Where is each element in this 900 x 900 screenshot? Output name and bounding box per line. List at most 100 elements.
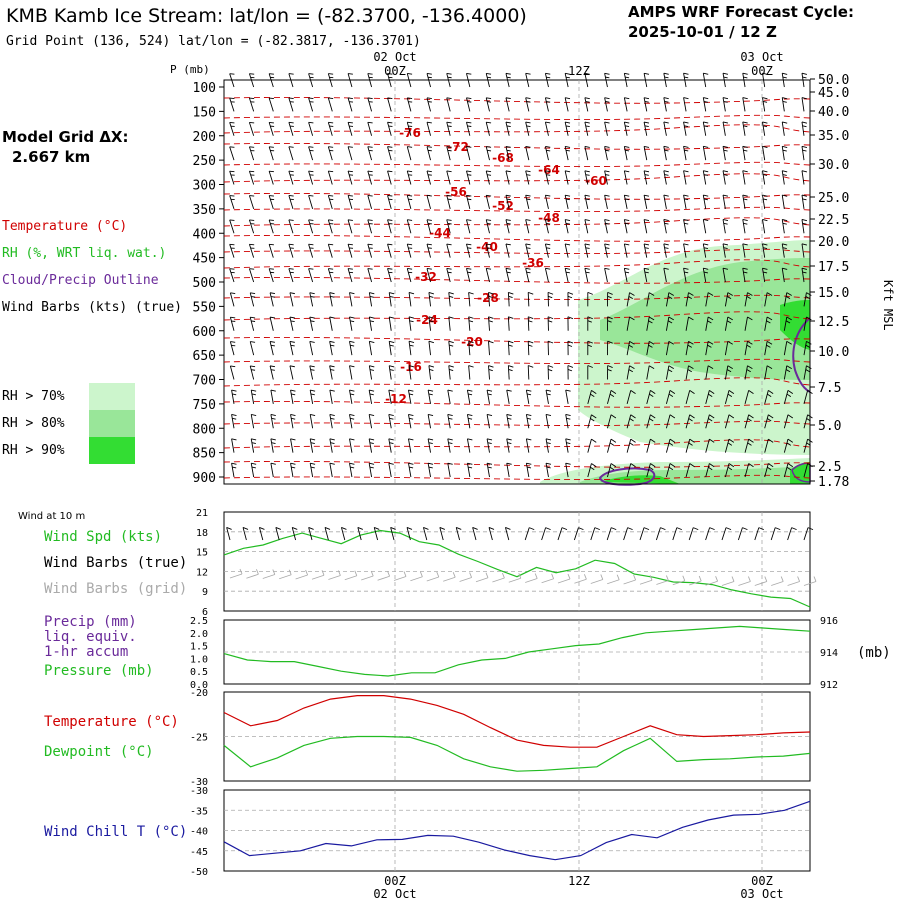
wind-barb	[525, 146, 531, 161]
surface-barb-true	[357, 527, 364, 541]
wind-barb	[388, 292, 395, 307]
windchill-tick-label: -40	[190, 827, 208, 838]
wind-barb	[308, 146, 314, 161]
wind-barb	[347, 121, 354, 136]
surface-barb-grid	[443, 572, 456, 582]
wind-barb	[446, 243, 452, 258]
wind-barb	[309, 438, 316, 453]
wind-barb	[683, 219, 689, 234]
wind-barb	[764, 438, 774, 453]
wind-barb	[744, 438, 754, 453]
wind-barb	[250, 389, 257, 404]
isotherm-line	[223, 358, 811, 365]
wind-barb	[308, 170, 314, 185]
wind-barb	[626, 414, 636, 429]
wind-barb	[289, 341, 295, 356]
isotherm-line	[223, 161, 811, 168]
wind-barb	[288, 121, 294, 136]
surface-barb-grid	[311, 570, 325, 580]
isotherm-line	[223, 474, 811, 481]
wind-barb	[387, 146, 393, 161]
wind-barb	[446, 146, 452, 161]
wind-barb	[426, 194, 432, 209]
wind-barb	[408, 414, 414, 429]
pressure-tick-label: 916	[820, 616, 838, 627]
wind-barb	[408, 292, 415, 307]
surface-barb-grid	[262, 569, 276, 579]
wind-barb	[705, 292, 714, 307]
wind-barb	[388, 414, 394, 429]
wind-barb	[446, 72, 452, 88]
pressure-tick-label: 750	[193, 398, 216, 413]
wind-barb	[468, 291, 474, 307]
wind-barb	[665, 316, 674, 331]
wind-barb	[724, 316, 733, 331]
wind-barb	[584, 194, 590, 209]
isotherm-line	[223, 276, 811, 284]
wind-barb	[388, 389, 394, 404]
wind-barb	[309, 389, 316, 404]
wind-barb	[643, 170, 650, 185]
wind-barb	[428, 292, 435, 307]
precip-label-2: liq. equiv.	[44, 629, 137, 645]
surface-barb-true	[439, 527, 446, 541]
wind-barb	[584, 145, 590, 161]
wind-barb	[268, 121, 275, 136]
surface-barb-true	[488, 527, 495, 541]
wind-barb	[604, 145, 610, 161]
surface-barb-grid	[492, 572, 505, 583]
precip-tick-label: 0.5	[190, 667, 208, 678]
surface-barb-true	[787, 527, 797, 541]
wind-barb	[606, 316, 613, 331]
wind-barb	[525, 72, 531, 88]
surface-barb-true	[639, 527, 650, 541]
height-tick-label: 40.0	[818, 105, 849, 120]
surface-barb-true	[524, 527, 535, 541]
wind-panel: Wind at 10 m Wind Spd (kts) Wind Barbs (…	[18, 508, 817, 618]
wind-barb	[604, 219, 610, 234]
wind-barb	[446, 194, 452, 209]
wind-barb	[368, 438, 375, 453]
wind-barb	[367, 219, 373, 234]
wind-tick-label: 6	[202, 607, 208, 618]
wind-barb	[801, 121, 808, 136]
wind-barb	[646, 292, 655, 307]
wind-barb	[248, 170, 255, 185]
wind-barb	[663, 267, 669, 283]
wind-barb	[604, 194, 610, 209]
wind-barb	[446, 97, 452, 112]
surface-barb-grid	[672, 575, 686, 586]
wind-barb	[623, 219, 630, 234]
wind-barb	[269, 292, 276, 307]
wind-barb	[485, 194, 492, 209]
wind-barb	[406, 146, 413, 161]
wind-barb	[742, 72, 748, 88]
wind-barb	[231, 389, 237, 404]
isotherm-line	[223, 259, 811, 269]
isotherm-label: -44	[429, 226, 451, 240]
wind-barb	[742, 267, 748, 283]
wind-barb	[564, 243, 571, 258]
top-time-12z: 12Z	[568, 64, 590, 78]
wind-barb	[248, 73, 255, 88]
wind-barb	[623, 267, 630, 283]
wind-barb	[327, 194, 334, 210]
precip-label-3: 1-hr accum	[44, 644, 128, 660]
wind-barb	[646, 340, 655, 356]
wind-barb	[367, 243, 373, 258]
wind-barb	[643, 145, 650, 161]
wind-barb	[604, 72, 610, 88]
height-axis-unit: Kft MSL	[881, 280, 895, 331]
bottom-date-03oct: 03 Oct	[740, 887, 783, 900]
wind-barb	[427, 438, 434, 453]
wind-barb	[567, 291, 574, 307]
isotherm-line	[223, 294, 811, 301]
wind-barb	[783, 438, 794, 453]
wind-barb	[545, 414, 552, 429]
wind-barb	[665, 340, 674, 356]
windchill-tick-label: -50	[190, 867, 208, 878]
isotherm-line	[223, 311, 811, 321]
surface-barb-true	[308, 527, 314, 541]
wind-barb	[646, 463, 656, 478]
wind-barb	[685, 438, 695, 453]
